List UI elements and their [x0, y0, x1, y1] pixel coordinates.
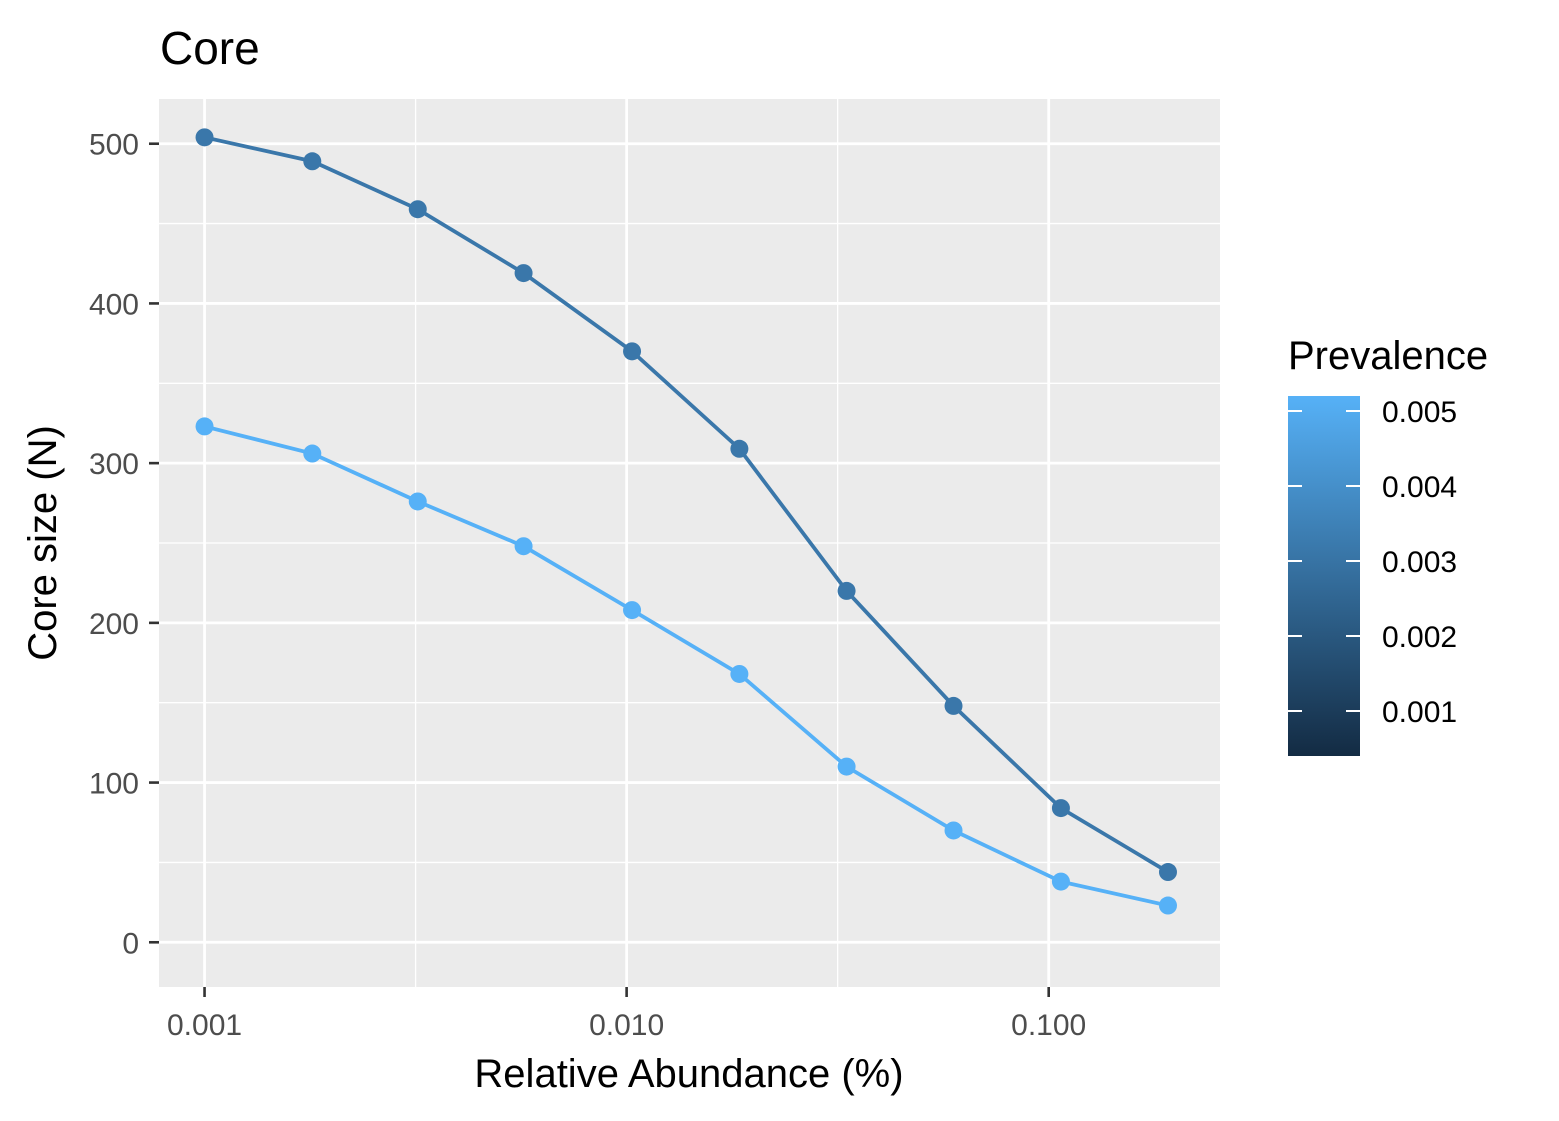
series-point-2 — [837, 757, 856, 776]
legend-tick-label: 0.003 — [1382, 546, 1457, 579]
series-line-1 — [202, 135, 1170, 874]
y-tick-label: 200 — [89, 608, 139, 641]
series-point-1 — [195, 128, 214, 147]
series-point-2 — [195, 417, 214, 436]
series-point-1 — [944, 696, 963, 715]
series-point-2 — [514, 537, 533, 556]
y-tick-label: 100 — [89, 768, 139, 801]
series-point-1 — [303, 152, 322, 171]
y-tick-label: 300 — [89, 448, 139, 481]
series-line-2 — [202, 424, 1170, 908]
x-tick-label: 0.010 — [589, 1009, 664, 1042]
series-point-2 — [408, 492, 427, 511]
y-axis-title: Core size (N) — [21, 425, 65, 661]
y-tick-label: 0 — [122, 927, 139, 960]
grid-minor — [159, 99, 1220, 987]
series-layer — [195, 128, 1177, 915]
series-point-2 — [303, 444, 322, 463]
x-axis: 0.001 0.010 0.100 — [167, 987, 1086, 1042]
legend-tick-label: 0.004 — [1382, 471, 1457, 504]
legend-title: Prevalence — [1288, 334, 1488, 378]
series-point-2 — [1158, 896, 1177, 915]
series-point-1 — [837, 581, 856, 600]
legend-tick-label: 0.001 — [1382, 696, 1457, 729]
grid-major — [159, 99, 1220, 987]
series-point-1 — [730, 439, 749, 458]
series-point-1 — [514, 264, 533, 283]
x-axis-title: Relative Abundance (%) — [474, 1052, 903, 1096]
legend-tick-label: 0.002 — [1382, 621, 1457, 654]
series-point-2 — [944, 821, 963, 840]
legend-tick-label: 0.005 — [1382, 396, 1457, 429]
legend-ticks: 0.001 0.002 0.003 0.004 0.005 — [1288, 396, 1457, 729]
legend: Prevalence 0.001 0.002 0.003 0.004 0.005 — [1288, 334, 1488, 756]
x-tick-label: 0.001 — [167, 1009, 242, 1042]
legend-colorbar — [1288, 396, 1360, 756]
y-axis: 0 100 200 300 400 500 — [89, 129, 159, 960]
chart-title: Core — [160, 22, 260, 74]
x-tick-label: 0.100 — [1011, 1009, 1086, 1042]
series-point-2 — [1051, 872, 1070, 891]
y-tick-label: 500 — [89, 129, 139, 162]
series-point-2 — [730, 664, 749, 683]
series-point-2 — [623, 601, 642, 620]
series-point-1 — [408, 200, 427, 219]
series-point-1 — [623, 342, 642, 361]
y-tick-label: 400 — [89, 288, 139, 321]
series-point-1 — [1158, 863, 1177, 882]
series-point-1 — [1051, 799, 1070, 818]
